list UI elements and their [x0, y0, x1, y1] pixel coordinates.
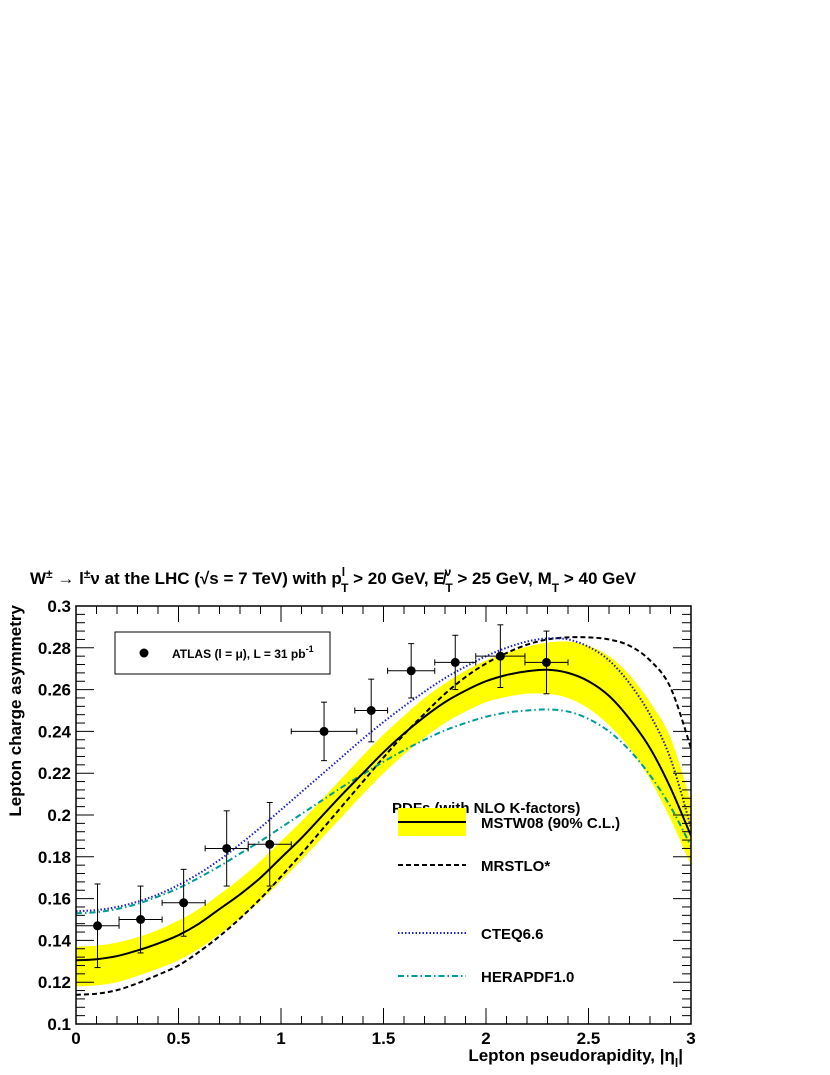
y-tick-label: 0.16 — [38, 890, 71, 909]
x-axis-label-sub: l — [675, 1056, 678, 1070]
data-point — [247, 801, 292, 887]
herapdf-curve — [76, 708, 691, 915]
data-point-marker — [541, 657, 551, 667]
x-tick-label: 1 — [276, 1029, 285, 1048]
y-tick-label: 0.26 — [38, 681, 71, 700]
y-tick-label: 0.12 — [38, 973, 71, 992]
data-point-marker — [179, 898, 189, 908]
model-legend: PDFs (with NLO K-factors) MSTW08 (90% C.… — [392, 800, 620, 986]
title-part: T — [552, 581, 560, 595]
data-point — [434, 634, 477, 691]
y-tick-label: 0.2 — [47, 806, 71, 825]
mstw08-curve — [76, 668, 691, 962]
data-legend-label: ATLAS (l = μ), L = 31 pb-1 — [172, 644, 314, 661]
legend-label-cteq: CTEQ6.6 — [481, 926, 544, 943]
data-point — [524, 630, 569, 695]
legend-label-hera: HERAPDF1.0 — [481, 969, 574, 986]
title-part: ν — [445, 565, 452, 579]
x-axis-label-main: Lepton pseudorapidity, |η — [468, 1046, 675, 1065]
tick-layer — [75, 605, 692, 1025]
title-part: → l — [53, 569, 84, 588]
data-point — [75, 883, 120, 969]
mrstlo-curve — [76, 636, 691, 996]
y-axis-label: Lepton charge asymmetry — [6, 604, 25, 816]
x-axis-label: Lepton pseudorapidity, |ηl| — [468, 1046, 683, 1070]
data-point-marker — [495, 651, 505, 661]
data-point-marker — [406, 666, 416, 676]
title-part: W — [30, 569, 47, 588]
title-part: > 20 GeV, E̸ — [348, 569, 447, 588]
data-point — [290, 701, 358, 762]
x-axis-label-end: | — [678, 1046, 683, 1065]
x-tick-label: 3 — [686, 1029, 695, 1048]
mstw08-uncertainty-band — [76, 641, 691, 987]
data-point-marker — [222, 843, 232, 853]
y-tick-label: 0.24 — [38, 722, 72, 741]
y-tick-label: 0.3 — [47, 597, 71, 616]
point-layer — [75, 624, 569, 969]
title-part: T — [341, 581, 349, 595]
title-part: > 40 GeV — [559, 569, 637, 588]
data-legend: ATLAS (l = μ), L = 31 pb-1 — [114, 631, 331, 675]
data-point — [204, 810, 249, 887]
data-point-marker — [136, 915, 146, 924]
curve-layer — [76, 636, 691, 996]
data-point-marker — [366, 706, 376, 715]
data-legend-label-main: ATLAS (l = μ), L = 31 pb — [172, 647, 306, 661]
data-point-marker — [93, 921, 103, 931]
data-point — [354, 678, 389, 743]
title-part: T — [445, 581, 453, 595]
tick-label-layer: 0 0.5 1 1.5 2 2.5 3 0.1 0.12 0.14 0.16 0.18 0.2 0.22 0… — [38, 597, 696, 1048]
data-point — [118, 885, 163, 954]
x-tick-label: 0 — [71, 1029, 80, 1048]
x-tick-label: 2 — [481, 1029, 490, 1048]
title-part: l — [342, 565, 345, 579]
title-part: ± — [46, 567, 53, 581]
title-part: > 25 GeV, M — [453, 569, 552, 588]
data-legend-label-sup: -1 — [306, 644, 314, 654]
x-tick-label: 2.5 — [577, 1029, 601, 1048]
data-legend-marker — [139, 648, 149, 658]
title-part: ± — [84, 567, 91, 581]
y-tick-label: 0.18 — [38, 848, 71, 867]
y-tick-label: 0.14 — [38, 931, 72, 950]
data-legend-box — [114, 631, 331, 675]
legend-label-mstw: MSTW08 (90% C.L.) — [481, 815, 620, 832]
data-point — [387, 643, 436, 699]
data-point-marker — [450, 657, 460, 667]
y-tick-label: 0.28 — [38, 639, 71, 658]
data-point — [161, 868, 206, 937]
y-tick-label: 0.1 — [47, 1015, 71, 1034]
data-point-marker — [265, 839, 275, 849]
chart-title: W± → l±ν at the LHC (√s = 7 TeV) with pl… — [30, 565, 637, 595]
title-part: ν at the LHC ( — [90, 569, 200, 588]
data-point — [475, 624, 526, 689]
band-layer — [76, 641, 691, 987]
x-tick-label: 1.5 — [372, 1029, 396, 1048]
y-tick-label: 0.22 — [38, 764, 71, 783]
title-part: √s = 7 TeV) with p — [200, 569, 342, 588]
legend-label-mrst: MRSTLO* — [481, 858, 550, 875]
data-point-marker — [319, 726, 329, 736]
x-tick-label: 0.5 — [167, 1029, 191, 1048]
